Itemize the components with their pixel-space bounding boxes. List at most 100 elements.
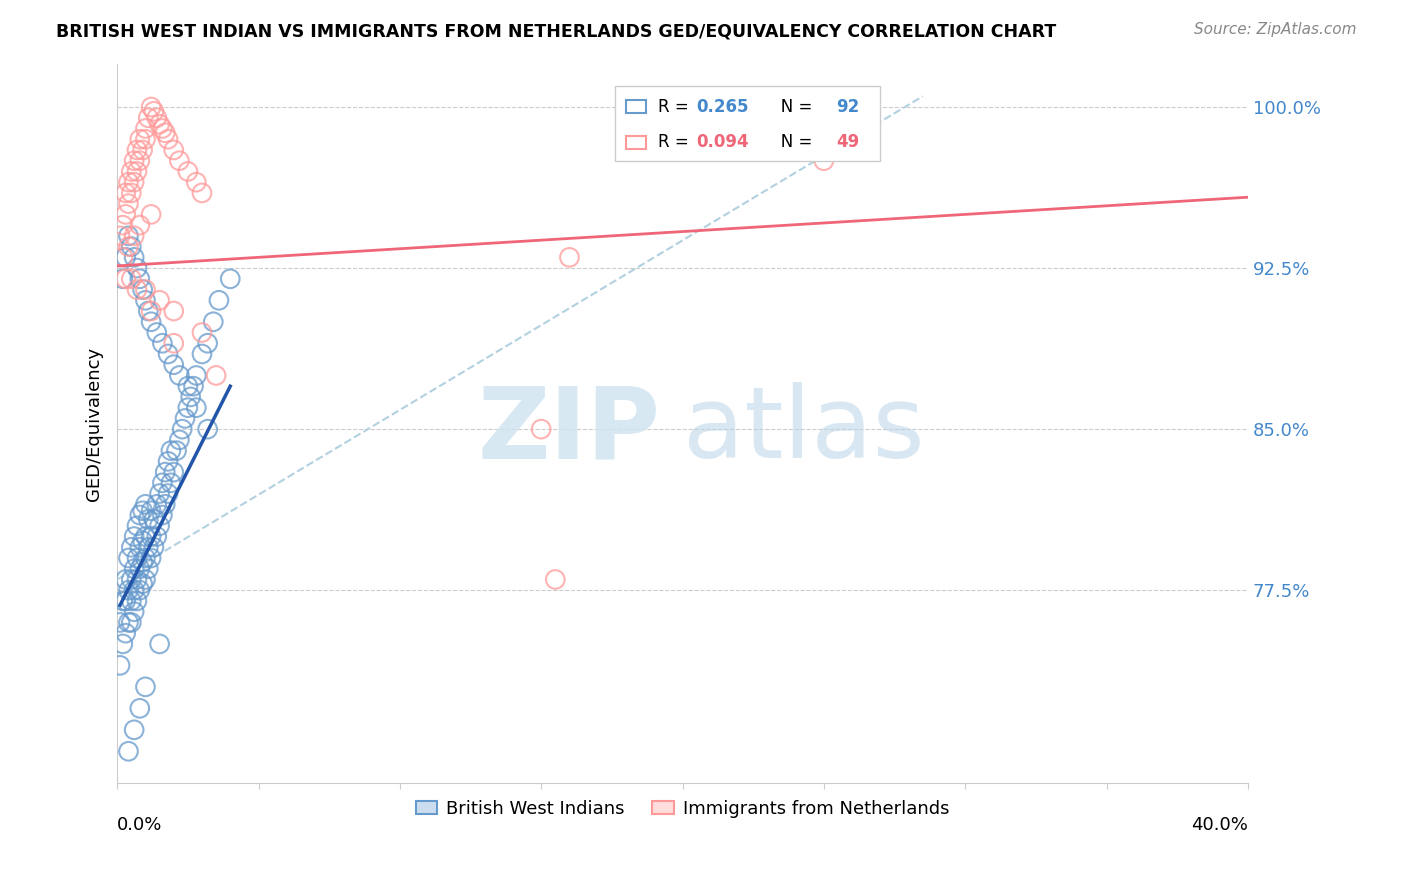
Text: R =: R = xyxy=(658,98,693,116)
Point xyxy=(122,583,145,598)
Point xyxy=(169,368,191,383)
Point xyxy=(160,475,183,490)
Point xyxy=(163,304,186,318)
Point xyxy=(125,283,148,297)
Point xyxy=(136,512,159,526)
Point xyxy=(197,336,219,351)
Point xyxy=(122,529,145,543)
Point xyxy=(145,326,167,340)
Point xyxy=(128,272,150,286)
Point xyxy=(114,573,136,587)
Point xyxy=(128,153,150,168)
Point xyxy=(186,401,208,415)
Point xyxy=(152,508,174,522)
Point xyxy=(114,250,136,264)
Point xyxy=(131,576,153,591)
Point xyxy=(117,196,139,211)
Point xyxy=(166,443,188,458)
Point xyxy=(128,218,150,232)
Point xyxy=(155,126,177,140)
Point xyxy=(136,304,159,318)
Point xyxy=(117,228,139,243)
Point xyxy=(169,433,191,447)
Point xyxy=(149,117,172,131)
Point xyxy=(558,250,581,264)
Point xyxy=(139,504,162,518)
Point xyxy=(202,315,225,329)
Text: 0.0%: 0.0% xyxy=(117,816,163,834)
Point xyxy=(111,637,134,651)
Text: 92: 92 xyxy=(837,98,859,116)
Point xyxy=(163,336,186,351)
Point xyxy=(134,132,156,146)
Point xyxy=(128,508,150,522)
Point xyxy=(149,637,172,651)
Point xyxy=(134,529,156,543)
Point xyxy=(108,228,131,243)
Point xyxy=(108,615,131,630)
FancyBboxPatch shape xyxy=(614,86,880,161)
Point xyxy=(155,497,177,511)
Point xyxy=(157,454,180,468)
Point xyxy=(134,680,156,694)
Point xyxy=(108,658,131,673)
Point xyxy=(125,261,148,276)
Point xyxy=(142,541,165,555)
Text: BRITISH WEST INDIAN VS IMMIGRANTS FROM NETHERLANDS GED/EQUIVALENCY CORRELATION C: BRITISH WEST INDIAN VS IMMIGRANTS FROM N… xyxy=(56,22,1056,40)
Point xyxy=(120,615,142,630)
Point xyxy=(128,541,150,555)
Point xyxy=(169,153,191,168)
Point xyxy=(139,100,162,114)
Point xyxy=(149,518,172,533)
Point xyxy=(163,143,186,157)
Point xyxy=(139,207,162,221)
Point xyxy=(111,594,134,608)
Point xyxy=(125,164,148,178)
Point xyxy=(157,486,180,500)
Point xyxy=(149,486,172,500)
Point xyxy=(114,626,136,640)
Point xyxy=(131,504,153,518)
Point xyxy=(191,326,214,340)
Point xyxy=(120,164,142,178)
Y-axis label: GED/Equivalency: GED/Equivalency xyxy=(86,347,103,500)
Point xyxy=(157,347,180,361)
Point xyxy=(134,121,156,136)
Point xyxy=(152,336,174,351)
Point xyxy=(117,239,139,253)
Point xyxy=(120,541,142,555)
Text: R =: R = xyxy=(658,133,693,152)
Point xyxy=(128,583,150,598)
Point xyxy=(177,379,200,393)
Point xyxy=(139,304,162,318)
Point xyxy=(205,368,228,383)
Point xyxy=(134,283,156,297)
Point xyxy=(152,475,174,490)
Point xyxy=(163,358,186,372)
Point xyxy=(117,583,139,598)
Point xyxy=(125,518,148,533)
Point xyxy=(122,153,145,168)
Point xyxy=(125,551,148,566)
Point xyxy=(197,422,219,436)
Point xyxy=(145,111,167,125)
Point xyxy=(111,250,134,264)
Point xyxy=(139,315,162,329)
Point xyxy=(208,293,231,308)
Point xyxy=(530,422,553,436)
Point xyxy=(114,207,136,221)
Text: ZIP: ZIP xyxy=(477,383,659,480)
Point xyxy=(125,143,148,157)
Point xyxy=(136,541,159,555)
Point xyxy=(114,272,136,286)
Point xyxy=(125,573,148,587)
Point xyxy=(172,422,194,436)
Point xyxy=(114,186,136,200)
Point xyxy=(120,573,142,587)
Point xyxy=(155,465,177,479)
Point xyxy=(128,701,150,715)
Point xyxy=(219,272,242,286)
Point xyxy=(117,615,139,630)
Point xyxy=(186,175,208,189)
Point xyxy=(813,153,835,168)
